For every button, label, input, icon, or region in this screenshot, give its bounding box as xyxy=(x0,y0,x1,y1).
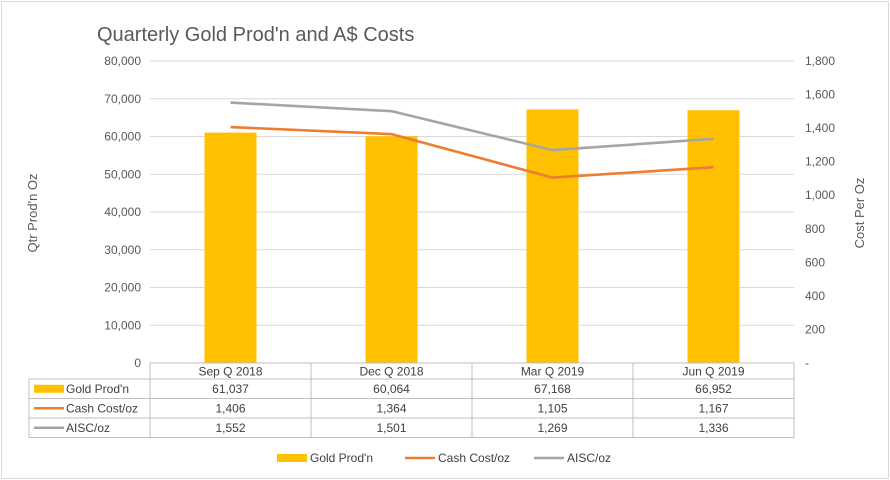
legend: Gold Prod'n Cash Cost/oz AISC/oz xyxy=(277,451,611,465)
data-label: 1,406 xyxy=(215,401,245,415)
right-tick-label: 1,800 xyxy=(805,54,835,68)
right-tick-label: - xyxy=(805,356,809,370)
line-aisc-oz xyxy=(230,101,714,152)
data-label: 1,336 xyxy=(698,421,728,435)
data-label: 1,501 xyxy=(376,421,406,435)
right-tick-label: 1,400 xyxy=(805,121,835,135)
data-label: 1,167 xyxy=(698,401,728,415)
bar-gold-prodn xyxy=(687,110,740,364)
left-tick-label: 50,000 xyxy=(104,167,141,181)
right-tick-label: 400 xyxy=(805,289,825,303)
category-label: Mar Q 2019 xyxy=(521,365,585,379)
left-tick-label: 30,000 xyxy=(104,243,141,257)
left-tick-label: 80,000 xyxy=(104,54,141,68)
table-series-name: Cash Cost/oz xyxy=(66,401,138,415)
right-tick-label: 1,200 xyxy=(805,155,835,169)
line-cash-cost-oz xyxy=(230,125,714,179)
data-table: Sep Q 2018 Dec Q 2018 Mar Q 2019 Jun Q 2019… xyxy=(28,362,795,438)
category-label: Dec Q 2018 xyxy=(359,365,423,379)
bar-gold-prodn xyxy=(365,136,418,363)
data-label: 1,105 xyxy=(537,401,567,415)
table-series-name: AISC/oz xyxy=(66,421,110,435)
gridlines xyxy=(150,60,794,364)
right-axis-ticks: - 200 400 600 800 1,000 1,200 1,400 1,600 1,800 xyxy=(805,54,835,370)
left-axis-title: Qtr Prod'n Oz xyxy=(25,173,40,252)
left-tick-label: 10,000 xyxy=(104,318,141,332)
data-label: 1,269 xyxy=(537,421,567,435)
left-tick-label: 0 xyxy=(134,356,141,370)
chart-title: Quarterly Gold Prod'n and A$ Costs xyxy=(97,24,414,46)
data-label: 66,952 xyxy=(695,382,732,396)
table-series-name: Gold Prod'n xyxy=(66,382,129,396)
right-axis-title: Cost Per Oz xyxy=(852,178,867,249)
data-label: 60,064 xyxy=(373,382,410,396)
legend-label: Gold Prod'n xyxy=(310,451,373,465)
data-label: 61,037 xyxy=(212,382,249,396)
data-label: 67,168 xyxy=(534,382,571,396)
right-tick-label: 1,000 xyxy=(805,188,835,202)
bar-gold-prodn xyxy=(526,109,579,364)
category-label: Jun Q 2019 xyxy=(682,365,744,379)
right-tick-label: 200 xyxy=(805,322,825,336)
right-tick-label: 800 xyxy=(805,222,825,236)
bar-gold-prodn xyxy=(204,132,257,363)
legend-key-gold-prod-n xyxy=(277,454,307,462)
left-tick-label: 60,000 xyxy=(104,130,141,144)
data-label: 1,552 xyxy=(215,421,245,435)
category-label: Sep Q 2018 xyxy=(198,365,262,379)
left-axis-ticks: 0 10,000 20,000 30,000 40,000 50,000 60,000 70,… xyxy=(104,54,141,370)
left-tick-label: 40,000 xyxy=(104,205,141,219)
data-label: 1,364 xyxy=(376,401,406,415)
table-key-gold-prod-n xyxy=(34,384,64,393)
left-tick-label: 20,000 xyxy=(104,281,141,295)
bars xyxy=(204,109,740,364)
series-lines xyxy=(230,101,714,179)
right-tick-label: 1,600 xyxy=(805,88,835,102)
legend-label: AISC/oz xyxy=(567,451,611,465)
left-tick-label: 70,000 xyxy=(104,92,141,106)
legend-label: Cash Cost/oz xyxy=(438,451,510,465)
right-tick-label: 600 xyxy=(805,255,825,269)
